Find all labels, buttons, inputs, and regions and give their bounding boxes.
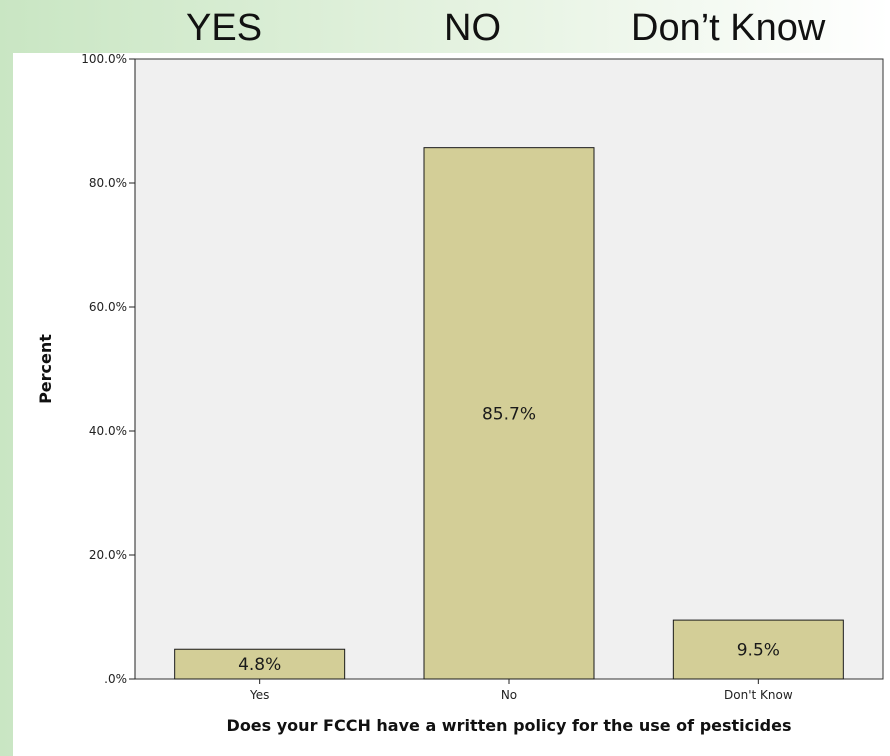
y-tick-label: .0%: [104, 672, 127, 686]
header-label-dont-know: Don’t Know: [631, 7, 826, 49]
bar-no: [423, 147, 595, 680]
y-tick-label: 40.0%: [89, 424, 127, 438]
chart-panel: .0% 20.0% 40.0% 60.0% 80.0% 100.0% 4.8% Yes 85.7…: [13, 53, 890, 756]
bar-yes: [174, 648, 346, 680]
y-tick-label: 80.0%: [89, 176, 127, 190]
data-label: 85.7%: [482, 404, 536, 424]
x-tick-label: Don't Know: [724, 688, 793, 702]
y-tick-label: 100.0%: [81, 53, 127, 66]
y-tick-label: 60.0%: [89, 300, 127, 314]
header-label-yes: YES: [186, 7, 263, 49]
bar-chart: .0% 20.0% 40.0% 60.0% 80.0% 100.0% 4.8% Yes 85.7…: [36, 53, 884, 735]
data-label: 9.5%: [737, 641, 780, 661]
y-tick-label: 20.0%: [89, 548, 127, 562]
slide-header: YES NO Don’t Know: [0, 0, 890, 56]
data-label: 4.8%: [238, 655, 281, 675]
x-tick-label: Yes: [249, 688, 269, 702]
x-axis-title: Does your FCCH have a written policy for…: [227, 716, 792, 735]
header-label-no: NO: [444, 7, 501, 49]
y-axis-title: Percent: [36, 334, 55, 404]
x-tick-label: No: [501, 688, 517, 702]
